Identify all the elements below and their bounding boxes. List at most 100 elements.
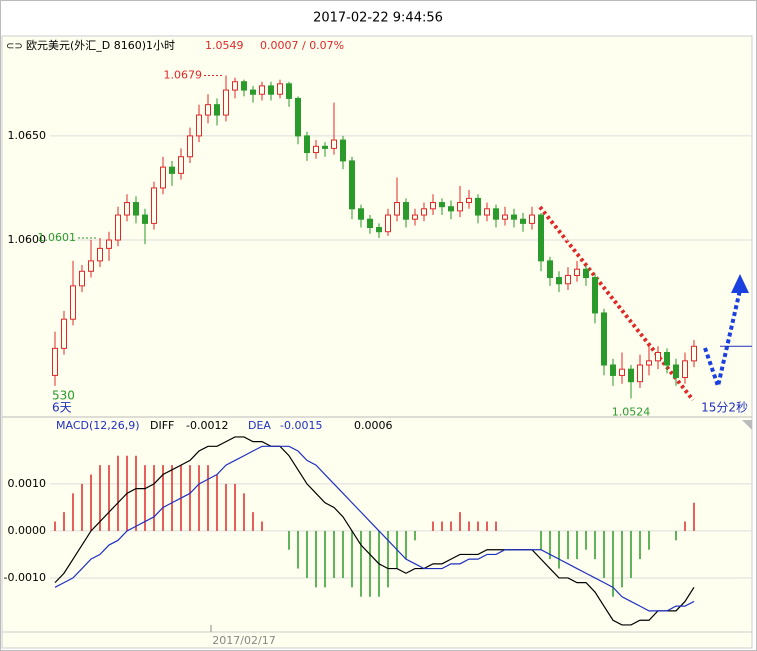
candle-body xyxy=(367,218,373,229)
price-annotation: 1.0679 xyxy=(164,68,203,81)
candle-body xyxy=(88,260,94,272)
candle-body xyxy=(493,208,499,220)
price-change: 0.0007 / 0.07% xyxy=(260,39,344,52)
candle-body xyxy=(439,202,445,208)
candle-body xyxy=(295,97,301,137)
candle-body xyxy=(322,145,328,149)
candle-body xyxy=(250,89,256,95)
candle-body xyxy=(169,166,175,174)
legend-dea-value: -0.0015 xyxy=(280,419,322,432)
candle-body xyxy=(313,145,319,154)
candle-body xyxy=(592,277,598,314)
countdown: 15分2秒 xyxy=(701,401,748,415)
candle-body xyxy=(691,345,697,362)
corner-label: 530 xyxy=(52,389,75,403)
candle-body xyxy=(529,214,535,224)
candle-body xyxy=(70,285,76,320)
candle-body xyxy=(394,202,400,216)
candle-body xyxy=(205,104,211,116)
candle-body xyxy=(511,214,517,220)
y-tick-label: 0.0010 xyxy=(8,477,47,490)
legend-diff: DIFF xyxy=(150,419,174,432)
candle-body xyxy=(376,227,382,233)
candle-body xyxy=(97,247,103,262)
candle-body xyxy=(79,270,85,287)
candle-body xyxy=(232,81,238,91)
candle-body xyxy=(340,139,346,162)
y-tick-label: 1.0600 xyxy=(8,233,47,246)
macd-line xyxy=(54,436,695,626)
plot-background xyxy=(1,35,753,649)
candle-body xyxy=(142,214,148,224)
candle-body xyxy=(241,81,247,91)
y-tick-label: 0.0000 xyxy=(8,524,47,537)
legend-hist-value: 0.0006 xyxy=(354,419,393,432)
candle-body xyxy=(214,104,220,116)
candle-body xyxy=(619,368,625,376)
candle-body xyxy=(682,360,688,379)
candle-body xyxy=(628,368,634,383)
candle-body xyxy=(358,208,364,220)
candle-body xyxy=(349,160,355,210)
x-tick-label: 2017/02/17 xyxy=(212,634,275,647)
candle-body xyxy=(520,218,526,224)
candle-body xyxy=(556,277,562,285)
candle-body xyxy=(430,202,436,210)
y-tick-label: 1.0650 xyxy=(8,129,47,142)
candle-body xyxy=(106,239,112,249)
candle-body xyxy=(484,208,490,216)
candle-body xyxy=(664,352,670,366)
candle-body xyxy=(178,156,184,174)
candle-body xyxy=(574,268,580,276)
y-tick-label: -0.0010 xyxy=(4,571,46,584)
candle-body xyxy=(655,352,661,362)
candle-body xyxy=(538,214,544,262)
candle-body xyxy=(268,85,274,95)
legend-diff-value: -0.0012 xyxy=(186,419,228,432)
candle-body xyxy=(331,139,337,149)
candle-body xyxy=(115,214,121,241)
forecast-arrow-head xyxy=(731,274,749,293)
forecast-arrow xyxy=(703,289,742,394)
candle-body xyxy=(160,166,166,189)
instrument-title: 欧元美元(外汇_D 8160)1小时 xyxy=(26,39,175,52)
candle-body xyxy=(259,85,265,95)
macd-title: MACD(12,26,9) xyxy=(56,419,140,432)
price-annotation: 1.0524 xyxy=(612,405,651,418)
candle-body xyxy=(601,312,607,366)
candle-body xyxy=(457,202,463,212)
candle-body xyxy=(421,208,427,216)
candle-body xyxy=(385,214,391,233)
candle-body xyxy=(637,364,643,383)
candle-body xyxy=(412,214,418,220)
candle-body xyxy=(304,135,310,154)
candle-body xyxy=(565,274,571,285)
candle-body xyxy=(448,206,454,212)
candle-body xyxy=(223,89,229,116)
candle-body xyxy=(133,202,139,216)
resize-corner xyxy=(742,420,752,430)
candle-body xyxy=(151,187,157,224)
candle-body xyxy=(475,197,481,216)
price-annotation: 1.0601 xyxy=(38,231,77,244)
candle-body xyxy=(286,83,292,99)
link-icon: ⊂⊃ xyxy=(6,41,23,52)
last-price: 1.0549 xyxy=(205,39,244,52)
legend-dea: DEA xyxy=(248,419,271,432)
candle-body xyxy=(583,268,589,279)
candle-body xyxy=(196,114,202,137)
candle-body xyxy=(547,260,553,279)
candle-body xyxy=(52,347,58,376)
timestamp: 2017-02-22 9:44:56 xyxy=(313,11,443,26)
candle-body xyxy=(61,318,67,349)
candle-body xyxy=(187,135,193,158)
macd-line xyxy=(54,445,695,612)
candle-body xyxy=(277,83,283,95)
candle-body xyxy=(403,202,409,220)
candle-body xyxy=(673,364,679,379)
candle-body xyxy=(124,202,130,216)
corner-label: 6天 xyxy=(52,401,72,415)
candle-body xyxy=(502,214,508,220)
